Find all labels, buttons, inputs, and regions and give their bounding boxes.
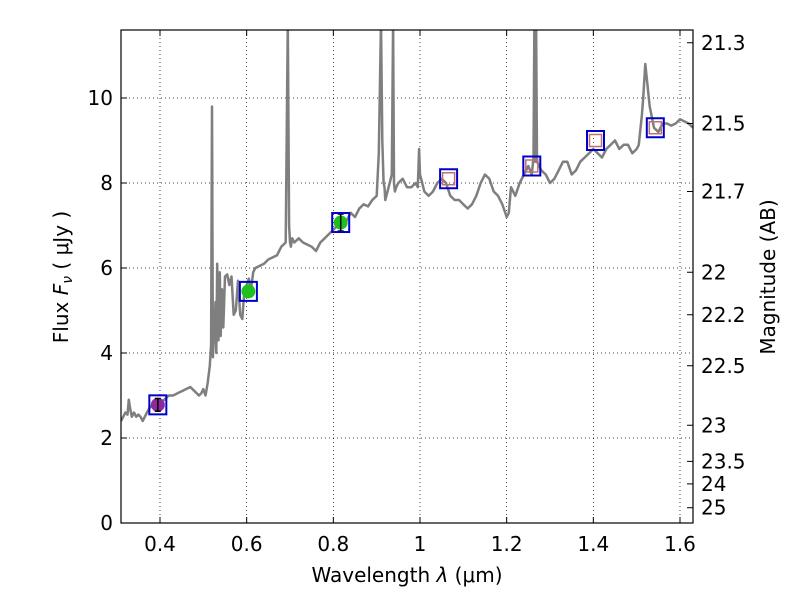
mag-tick-label: 22.2 xyxy=(701,303,746,327)
mag-tick-label: 21.5 xyxy=(701,112,746,136)
observed-box xyxy=(238,280,258,302)
model-point-square xyxy=(648,121,663,135)
y-tick-label: 8 xyxy=(100,171,113,195)
y-axis-title: Flux Fν ( μJy ) xyxy=(49,211,76,343)
mag-tick-label: 23 xyxy=(701,413,726,437)
model-point-square xyxy=(441,172,456,186)
y-tick-label: 6 xyxy=(100,256,113,280)
observed-box xyxy=(439,168,459,190)
x-tick-label: 1.4 xyxy=(577,532,609,556)
x-tick-label: 0.8 xyxy=(317,532,349,556)
x-tick-label: 1 xyxy=(414,532,427,556)
observed-box xyxy=(586,130,605,151)
grid-lines xyxy=(121,30,693,524)
mag-tick-label: 24 xyxy=(701,472,726,496)
observed-box xyxy=(331,212,351,234)
series-layer xyxy=(121,30,693,423)
points-layer xyxy=(148,117,665,416)
y2-axis-title: Magnitude (AB) xyxy=(756,199,780,354)
mag-tick-label: 22 xyxy=(701,260,726,284)
observed-box xyxy=(148,394,168,416)
plot-frame xyxy=(120,29,694,524)
x-axis-title: Wavelength λ (μm) xyxy=(311,563,502,587)
y-tick-label: 10 xyxy=(88,86,113,110)
y-tick-label: 0 xyxy=(100,511,113,535)
model-point-square xyxy=(588,133,603,148)
x-tick-label: 1.6 xyxy=(664,532,696,556)
x-tick-label: 0.4 xyxy=(144,532,176,556)
y-tick-label: 2 xyxy=(100,426,113,450)
mag-tick-label: 25 xyxy=(701,496,726,520)
model-point-circle xyxy=(241,284,256,299)
mag-tick-label: 23.5 xyxy=(701,449,746,473)
ticks-layer: 0.4 0.6 0.8 1 1.2 1.4 1.6024681021.321.521.722… xyxy=(88,30,746,556)
model-point-square xyxy=(525,159,539,173)
x-tick-label: 1.2 xyxy=(491,532,523,556)
mag-tick-label: 21.3 xyxy=(701,31,746,55)
mag-tick-label: 22.5 xyxy=(701,354,746,378)
observed-box xyxy=(522,155,542,177)
sed-model-line xyxy=(121,30,693,423)
x-tick-label: 0.6 xyxy=(231,532,263,556)
mag-tick-label: 21.7 xyxy=(701,180,746,204)
y-tick-label: 4 xyxy=(100,341,113,365)
observed-box xyxy=(645,117,665,139)
